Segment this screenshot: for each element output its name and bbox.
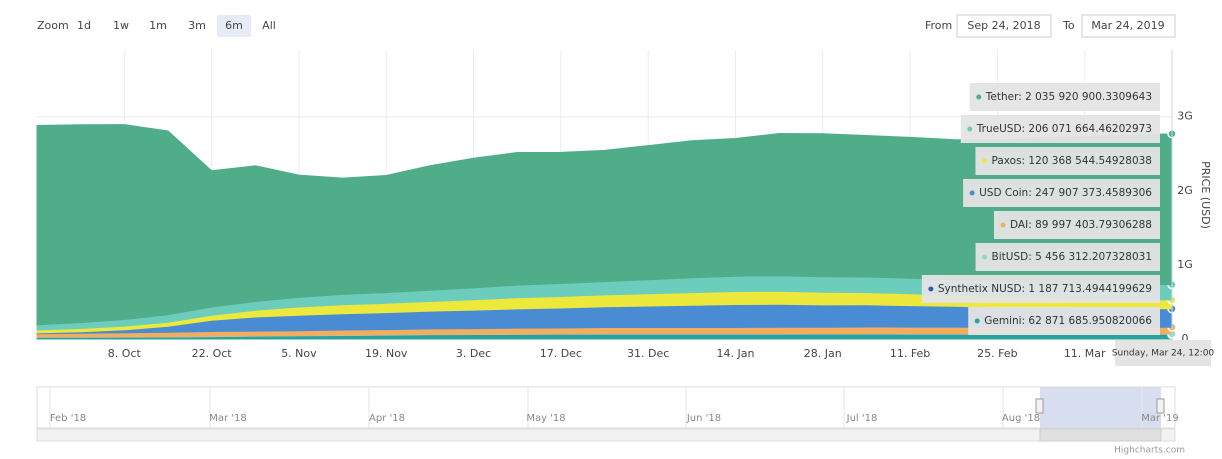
tooltip-dot bbox=[976, 94, 982, 100]
zoom-button[interactable]: 3m bbox=[188, 19, 206, 32]
tooltip-box bbox=[969, 83, 1160, 111]
zoom-button[interactable]: 1d bbox=[77, 19, 91, 32]
zoom-button[interactable]: 1m bbox=[149, 19, 167, 32]
tooltip-header: Sunday, Mar 24, 12:00 bbox=[1112, 349, 1215, 359]
tooltip-dot bbox=[1000, 222, 1006, 228]
navigator-handle[interactable] bbox=[1156, 398, 1165, 414]
from-label: From bbox=[925, 19, 952, 32]
x-tick-label: 8. Oct bbox=[108, 347, 142, 360]
x-tick-label: 11. Mar bbox=[1064, 347, 1106, 360]
zoom-button[interactable]: 6m bbox=[225, 19, 243, 32]
y-tick-label: 0 bbox=[1182, 332, 1189, 345]
tooltip-dot bbox=[982, 254, 988, 260]
tooltip-dot bbox=[981, 158, 987, 164]
x-tick-label: 28. Jan bbox=[804, 347, 842, 360]
tooltip-dot bbox=[969, 190, 975, 196]
tooltip-text: Synthetix NUSD: 1 187 713.4944199629 bbox=[938, 283, 1152, 295]
scrollbar[interactable] bbox=[36, 428, 1176, 442]
tooltip-box bbox=[975, 243, 1160, 271]
zoom-button-bg[interactable] bbox=[217, 15, 251, 37]
tooltip-header-box bbox=[1115, 340, 1211, 366]
x-tick-label: 14. Jan bbox=[716, 347, 754, 360]
y-tick-label: 2G bbox=[1177, 184, 1193, 197]
x-tick-label: 17. Dec bbox=[540, 347, 582, 360]
navigator-label: Mar '18 bbox=[209, 413, 247, 424]
x-tick-label: 19. Nov bbox=[365, 347, 408, 360]
y-axis-title: PRICE (USD) bbox=[1199, 161, 1212, 229]
scrollbar-thumb[interactable] bbox=[1039, 428, 1162, 442]
navigator-mask[interactable] bbox=[1040, 387, 1161, 428]
tooltip-text: TrueUSD: 206 071 664.46202973 bbox=[976, 123, 1152, 135]
tooltip-box bbox=[994, 211, 1160, 239]
credits[interactable]: Highcharts.com bbox=[1114, 446, 1185, 456]
tooltip-text: USD Coin: 247 907 373.4589306 bbox=[979, 187, 1152, 199]
navigator-label: Aug '18 bbox=[1002, 413, 1040, 424]
y-tick-label: 1G bbox=[1177, 258, 1193, 271]
x-tick-label: 11. Feb bbox=[890, 347, 930, 360]
tooltip-box bbox=[921, 275, 1160, 303]
tooltip-text: Tether: 2 035 920 900.3309643 bbox=[985, 91, 1152, 103]
navigator-label: Jun '18 bbox=[686, 413, 721, 424]
tooltip-text: Paxos: 120 368 544.54928038 bbox=[991, 155, 1152, 167]
tooltip-box bbox=[975, 147, 1160, 175]
tooltip-dot bbox=[928, 286, 934, 292]
tooltip-box bbox=[968, 307, 1160, 335]
zoom-button[interactable]: 1w bbox=[113, 19, 129, 32]
zoom-label: Zoom bbox=[37, 19, 69, 32]
from-value[interactable]: Sep 24, 2018 bbox=[967, 19, 1040, 32]
tooltip-dot bbox=[974, 318, 980, 324]
navigator-handle[interactable] bbox=[1035, 398, 1044, 414]
navigator-label: Feb '18 bbox=[50, 413, 86, 424]
from-input[interactable] bbox=[956, 14, 1052, 38]
zoom-button[interactable]: All bbox=[262, 19, 276, 32]
to-value[interactable]: Mar 24, 2019 bbox=[1091, 19, 1164, 32]
tooltip-text: DAI: 89 997 403.79306288 bbox=[1010, 219, 1152, 231]
tooltip-dot bbox=[967, 126, 973, 132]
tooltip-text: BitUSD: 5 456 312.207328031 bbox=[992, 251, 1152, 263]
tooltip-box bbox=[963, 179, 1160, 207]
navigator[interactable] bbox=[36, 386, 1176, 429]
x-tick-label: 25. Feb bbox=[977, 347, 1017, 360]
to-input[interactable] bbox=[1081, 14, 1176, 38]
x-tick-label: 3. Dec bbox=[456, 347, 491, 360]
navigator-label: Jul '18 bbox=[846, 413, 878, 424]
navigator-label: Mar '19 bbox=[1141, 413, 1179, 424]
x-tick-label: 5. Nov bbox=[281, 347, 317, 360]
to-label: To bbox=[1062, 19, 1075, 32]
tooltip-text: Gemini: 62 871 685.950820066 bbox=[984, 315, 1152, 327]
navigator-label: Apr '18 bbox=[369, 413, 405, 424]
navigator-label: May '18 bbox=[526, 413, 565, 424]
x-tick-label: 31. Dec bbox=[627, 347, 669, 360]
tooltip-box bbox=[960, 115, 1160, 143]
x-tick-label: 22. Oct bbox=[192, 347, 233, 360]
y-tick-label: 3G bbox=[1177, 110, 1193, 123]
